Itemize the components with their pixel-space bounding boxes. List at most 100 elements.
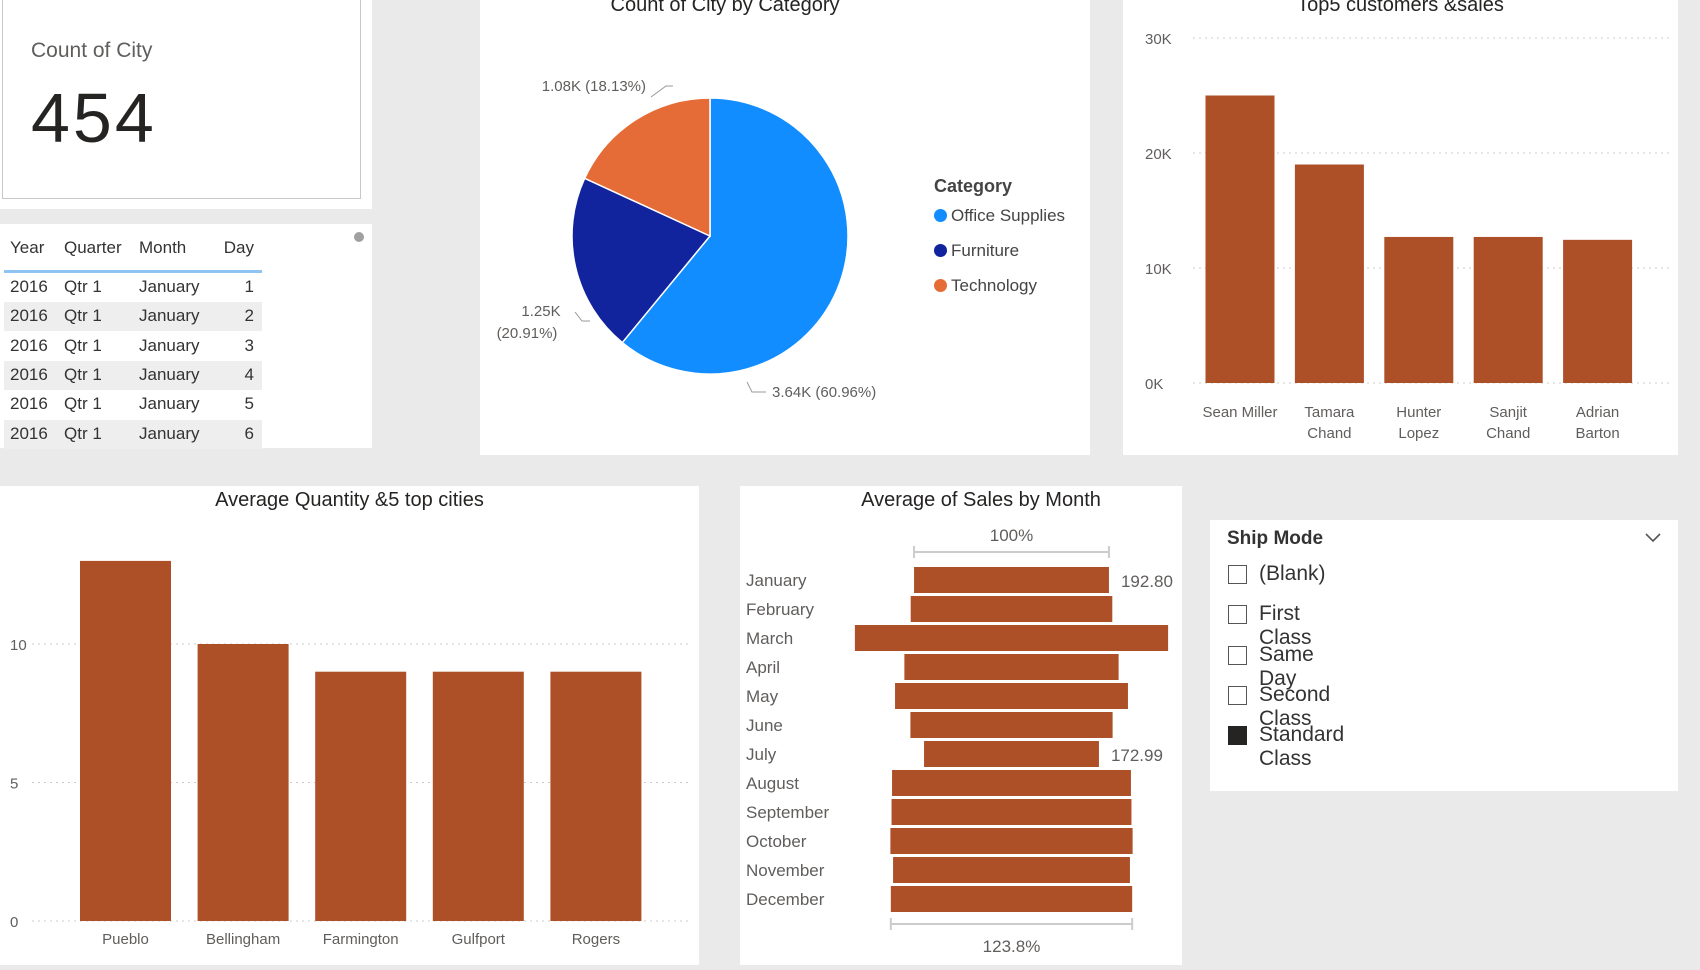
category-label: September <box>746 803 829 822</box>
top5-chart: 0K 10K 20K 30K Sean Miller Tamara Chand Hunter L… <box>1145 31 1673 442</box>
pie-label-furniture: 1.25K <box>521 303 560 320</box>
table-cell: 2 <box>244 306 254 326</box>
col-month[interactable]: Month <box>139 238 187 257</box>
x-tick-label: Gulfport <box>452 931 506 948</box>
top-percent-label: 100% <box>990 526 1033 545</box>
x-tick-label: Barton <box>1575 425 1619 442</box>
card-value: 454 <box>31 79 157 157</box>
table-cell: 1 <box>244 277 254 296</box>
funnel-bar <box>890 828 1133 854</box>
legend-title: Category <box>934 176 1013 196</box>
table-cell: 5 <box>244 394 254 414</box>
table-row[interactable]: 2016 Qtr 1 January 5 <box>4 390 262 419</box>
legend-dot-icon <box>934 279 947 292</box>
col-year[interactable]: Year <box>10 238 45 257</box>
table-cell: 3 <box>244 335 254 355</box>
funnel-bar <box>910 712 1113 738</box>
legend-item[interactable]: Furniture <box>934 241 1019 261</box>
checkbox[interactable] <box>1228 726 1247 746</box>
table-row[interactable]: 2016 Qtr 1 January 2 <box>4 302 262 332</box>
count-card[interactable]: Count of City 454 <box>2 0 361 199</box>
leader-line <box>574 311 590 322</box>
bottom-percent-label: 123.8% <box>983 937 1041 956</box>
legend-item[interactable]: Technology <box>934 276 1037 296</box>
chevron-down-icon[interactable] <box>1644 532 1662 544</box>
table-row[interactable]: 2016 Qtr 1 January 1 <box>4 273 262 302</box>
x-tick-label: Sanjit <box>1489 404 1527 421</box>
y-tick-label: 5 <box>10 776 18 793</box>
top-bracket <box>913 546 1110 558</box>
y-tick-label: 0 <box>10 914 18 931</box>
slicer-title: Ship Mode <box>1227 528 1324 549</box>
funnel-panel: Average of Sales by Month 100% 123.8% Janu… <box>740 486 1182 965</box>
leader-line <box>746 381 766 393</box>
table-cell: January <box>139 394 200 414</box>
y-tick-label: 0K <box>1145 376 1163 393</box>
option-label: Same Day <box>1259 642 1314 690</box>
table-cell: 6 <box>244 423 254 443</box>
leader-line <box>650 85 673 98</box>
bar <box>1294 164 1364 383</box>
y-tick-label: 10K <box>1145 261 1172 278</box>
checkbox[interactable] <box>1228 645 1247 665</box>
pie-chart: 3.64K (60.96%) 1.25K (20.91%) 1.08K (18.13%… <box>497 78 877 401</box>
bar <box>315 671 407 921</box>
table-cell: January <box>139 335 200 355</box>
date-table[interactable]: Year Quarter Month Day 2016 Qtr 1 January 1… <box>0 224 372 449</box>
avg-quantity-chart: 0 5 10 Pueblo Bellingham Farmington Gulfport Ro… <box>10 560 690 948</box>
x-tick-label: Sean Miller <box>1202 404 1277 421</box>
checkbox[interactable] <box>1228 605 1247 625</box>
pie-slice-furniture <box>571 177 712 344</box>
data-label: 192.80 <box>1121 572 1173 591</box>
legend-dot-icon <box>934 209 947 222</box>
table-cell: January <box>139 423 200 443</box>
card-label: Count of City <box>31 39 153 62</box>
pie-panel: Count of City by Category 3.64K (60.96%)… <box>480 0 1090 455</box>
bar <box>80 560 171 921</box>
x-tick-label: Tamara <box>1304 404 1355 421</box>
funnel-bar <box>904 654 1119 680</box>
pie-label-technology: 1.08K (18.13%) <box>542 78 646 95</box>
checkbox[interactable] <box>1228 565 1247 584</box>
col-quarter[interactable]: Quarter <box>64 238 122 257</box>
bar <box>550 671 642 921</box>
legend-label: Furniture <box>951 241 1020 260</box>
legend-item[interactable]: Office Supplies <box>934 206 1065 226</box>
table-cell: 4 <box>244 364 254 384</box>
count-card-panel: Count of City 454 <box>0 0 372 209</box>
table-row[interactable]: 2016 Qtr 1 January 6 <box>4 419 262 449</box>
category-label: August <box>746 774 799 793</box>
funnel-bar <box>910 596 1113 622</box>
bottom-bracket <box>889 918 1134 930</box>
funnel-bar <box>890 886 1133 912</box>
table-cell: 2016 <box>10 335 48 355</box>
category-label: February <box>746 600 815 619</box>
table-header: Year Quarter Month Day <box>4 234 262 273</box>
x-tick-label: Hunter <box>1396 404 1441 421</box>
col-day[interactable]: Day <box>223 238 254 257</box>
table-row[interactable]: 2016 Qtr 1 January 3 <box>4 332 262 361</box>
scroll-indicator[interactable] <box>354 232 364 242</box>
checkbox[interactable] <box>1228 685 1247 705</box>
bar <box>1384 236 1454 383</box>
pie-slice-office-supplies <box>621 97 849 375</box>
x-tick-label: Rogers <box>572 931 620 948</box>
avg-quantity-panel: Average Quantity &5 top cities 0 5 10 Puebl… <box>0 486 699 965</box>
funnel-bar <box>924 741 1099 767</box>
bar <box>197 644 289 921</box>
funnel-bar <box>854 625 1169 651</box>
category-label: July <box>746 745 777 764</box>
table-cell: 2016 <box>10 364 48 384</box>
bar <box>1473 236 1543 383</box>
bar <box>432 671 524 921</box>
table-cell: Qtr 1 <box>64 335 102 355</box>
category-label: April <box>746 658 780 677</box>
option-label: First Class <box>1259 602 1312 650</box>
y-tick-label: 10 <box>10 637 27 654</box>
funnel-bar <box>893 857 1130 883</box>
x-tick-label: Chand <box>1307 425 1351 442</box>
table-row[interactable]: 2016 Qtr 1 January 4 <box>4 360 262 390</box>
funnel-bar <box>914 567 1109 593</box>
x-tick-label: Adrian <box>1576 404 1619 421</box>
y-tick-label: 20K <box>1145 146 1172 163</box>
